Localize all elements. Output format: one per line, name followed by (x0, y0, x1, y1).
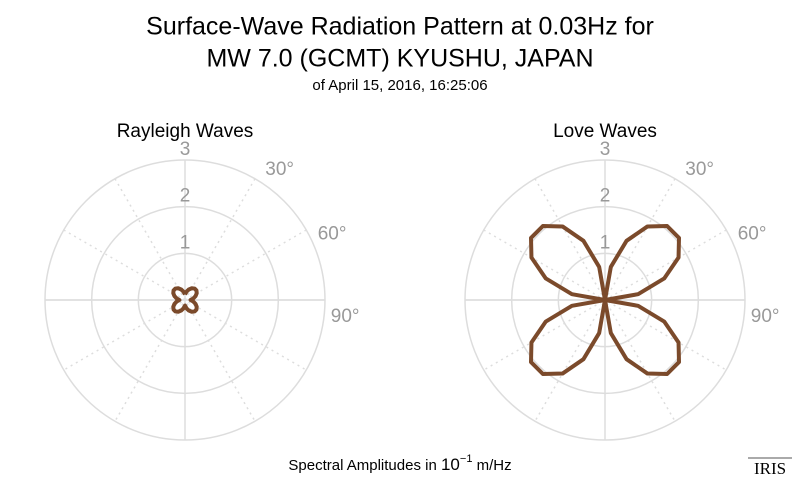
r-tick-label: 1 (180, 232, 191, 253)
theta-tick-label: 30° (265, 159, 294, 180)
theta-tick-label: 60° (318, 224, 347, 245)
pattern-line (171, 286, 199, 314)
grid-circle (90, 205, 280, 395)
theta-tick-label: 90° (331, 306, 360, 327)
r-tick-label: 3 (600, 139, 611, 160)
title: Surface-Wave Radiation Pattern at 0.03Hz… (146, 13, 654, 41)
logo: IRIS (754, 459, 786, 478)
grid-circle (464, 159, 746, 441)
chart-title: Love Waves (553, 121, 657, 142)
theta-tick-label: 90° (751, 306, 780, 327)
theta-tick-label: 60° (738, 224, 767, 245)
title: MW 7.0 (GCMT) KYUSHU, JAPAN (206, 45, 593, 73)
grid-circle (557, 252, 653, 348)
footer-text: Spectral Amplitudes in (288, 457, 441, 474)
r-tick-label: 2 (180, 186, 191, 207)
grid-circle (510, 205, 700, 395)
r-tick-label: 2 (600, 186, 611, 207)
chart-title: Rayleigh Waves (117, 121, 254, 142)
footer-base: 10 (441, 455, 460, 474)
grid-circle (137, 252, 233, 348)
r-tick-label: 3 (180, 139, 191, 160)
r-tick-label: 1 (600, 232, 611, 253)
footer: Spectral Amplitudes in 10−1 m/Hz (288, 453, 511, 475)
pattern-line (529, 224, 681, 376)
theta-tick-label: 30° (685, 159, 714, 180)
footer-exponent: −1 (460, 453, 473, 465)
grid-circle (44, 159, 326, 441)
footer-text: m/Hz (472, 457, 511, 474)
subtitle: of April 15, 2016, 16:25:06 (312, 77, 487, 94)
